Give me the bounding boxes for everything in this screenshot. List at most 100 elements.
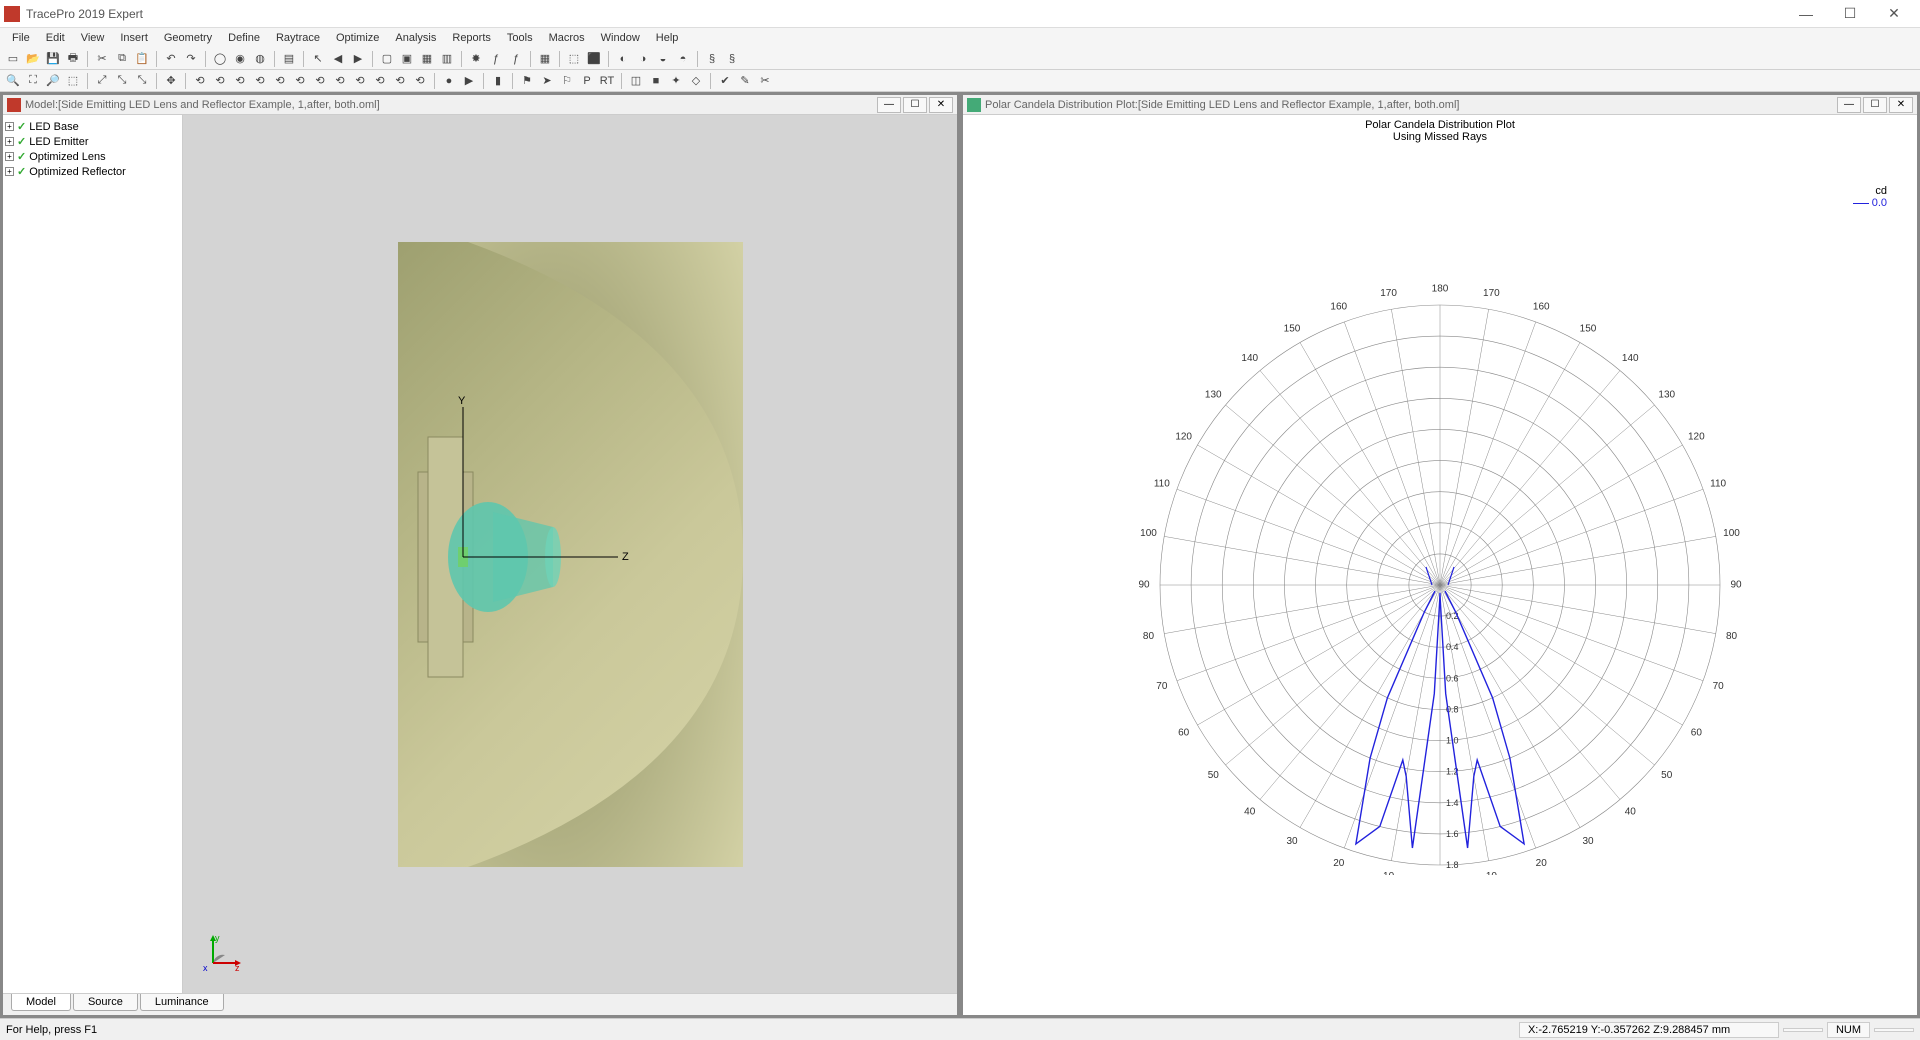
model-tree[interactable]: +✓LED Base+✓LED Emitter+✓Optimized Lens+… bbox=[3, 115, 183, 993]
tb-undo[interactable]: ↶ bbox=[162, 50, 180, 68]
tb-zoom-full[interactable]: ⛶ bbox=[24, 72, 42, 90]
expander-icon[interactable]: + bbox=[5, 137, 14, 146]
tb-flag-b[interactable]: ⚑ bbox=[518, 72, 536, 90]
plot-window-titlebar[interactable]: Polar Candela Distribution Plot:[Side Em… bbox=[963, 95, 1917, 115]
tb-s2[interactable]: ⬛ bbox=[585, 50, 603, 68]
menu-analysis[interactable]: Analysis bbox=[387, 30, 444, 46]
tb-star[interactable]: ✦ bbox=[667, 72, 685, 90]
tb-circle1[interactable]: ◯ bbox=[211, 50, 229, 68]
expander-icon[interactable]: + bbox=[5, 122, 14, 131]
menu-tools[interactable]: Tools bbox=[499, 30, 541, 46]
tb-flag-o[interactable]: ⚐ bbox=[558, 72, 576, 90]
tb-g1[interactable]: ◐ bbox=[614, 50, 632, 68]
plot-body[interactable]: Polar Candela Distribution Plot Using Mi… bbox=[963, 115, 1917, 1015]
tb-axis8[interactable]: ⟲ bbox=[391, 72, 409, 90]
tb-axis-yz[interactable]: ⟲ bbox=[211, 72, 229, 90]
tb-zoom-out[interactable]: 🔎 bbox=[44, 72, 62, 90]
tb-pointer[interactable]: ↖ bbox=[309, 50, 327, 68]
tb-zoom2[interactable]: ⤡ bbox=[113, 72, 131, 90]
tb-axis9[interactable]: ⟲ bbox=[411, 72, 429, 90]
tb-win4[interactable]: ▥ bbox=[438, 50, 456, 68]
tb-win2[interactable]: ▣ bbox=[398, 50, 416, 68]
menu-view[interactable]: View bbox=[73, 30, 113, 46]
tb-bar[interactable]: ▮ bbox=[489, 72, 507, 90]
menu-edit[interactable]: Edit bbox=[38, 30, 73, 46]
tb-win1[interactable]: ▢ bbox=[378, 50, 396, 68]
menu-optimize[interactable]: Optimize bbox=[328, 30, 387, 46]
tb-P[interactable]: P bbox=[578, 72, 596, 90]
tb-fx1[interactable]: ƒ bbox=[487, 50, 505, 68]
tb-axis-xy[interactable]: ⟲ bbox=[191, 72, 209, 90]
tb-circle2[interactable]: ◉ bbox=[231, 50, 249, 68]
tb-nav-left[interactable]: ◀ bbox=[329, 50, 347, 68]
model-close-button[interactable]: ✕ bbox=[929, 97, 953, 113]
menu-file[interactable]: File bbox=[4, 30, 38, 46]
menu-reports[interactable]: Reports bbox=[444, 30, 499, 46]
viewport-3d[interactable]: Y Z y z x bbox=[183, 115, 957, 993]
tb-paste[interactable]: 📋 bbox=[133, 50, 151, 68]
tb-win3[interactable]: ▦ bbox=[418, 50, 436, 68]
tb-axis2[interactable]: ⟲ bbox=[271, 72, 289, 90]
menu-geometry[interactable]: Geometry bbox=[156, 30, 220, 46]
tb-diamond[interactable]: ◇ bbox=[687, 72, 705, 90]
tree-item-optimized-reflector[interactable]: +✓Optimized Reflector bbox=[5, 164, 180, 179]
model-window-titlebar[interactable]: Model:[Side Emitting LED Lens and Reflec… bbox=[3, 95, 957, 115]
tb-print[interactable]: 🖶 bbox=[64, 50, 82, 68]
tb-zoom-win[interactable]: ⬚ bbox=[64, 72, 82, 90]
tree-item-optimized-lens[interactable]: +✓Optimized Lens bbox=[5, 149, 180, 164]
model-maximize-button[interactable]: ☐ bbox=[903, 97, 927, 113]
tb-g3[interactable]: ◒ bbox=[654, 50, 672, 68]
tb-nav-right[interactable]: ▶ bbox=[349, 50, 367, 68]
menu-raytrace[interactable]: Raytrace bbox=[268, 30, 328, 46]
tb-redo[interactable]: ↷ bbox=[182, 50, 200, 68]
tb-axis6[interactable]: ⟲ bbox=[351, 72, 369, 90]
expander-icon[interactable]: + bbox=[5, 167, 14, 176]
tb-dot-g[interactable]: ● bbox=[440, 72, 458, 90]
plot-close-button[interactable]: ✕ bbox=[1889, 97, 1913, 113]
tb-arrow-r[interactable]: ▶ bbox=[460, 72, 478, 90]
close-button[interactable]: ✕ bbox=[1872, 0, 1916, 28]
tb-arrow-c[interactable]: ➤ bbox=[538, 72, 556, 90]
menu-macros[interactable]: Macros bbox=[541, 30, 593, 46]
tab-luminance[interactable]: Luminance bbox=[140, 994, 224, 1011]
tb-fx2[interactable]: ƒ bbox=[507, 50, 525, 68]
tb-axis1[interactable]: ⟲ bbox=[251, 72, 269, 90]
tab-source[interactable]: Source bbox=[73, 994, 138, 1011]
tb-g2[interactable]: ◑ bbox=[634, 50, 652, 68]
tb-move[interactable]: ✥ bbox=[162, 72, 180, 90]
plot-maximize-button[interactable]: ☐ bbox=[1863, 97, 1887, 113]
tb-circle3[interactable]: ◍ bbox=[251, 50, 269, 68]
plot-minimize-button[interactable]: — bbox=[1837, 97, 1861, 113]
menu-window[interactable]: Window bbox=[593, 30, 648, 46]
tb-check[interactable]: ✔ bbox=[716, 72, 734, 90]
menu-define[interactable]: Define bbox=[220, 30, 268, 46]
tb-cube[interactable]: ◫ bbox=[627, 72, 645, 90]
expander-icon[interactable]: + bbox=[5, 152, 14, 161]
tb-axis4[interactable]: ⟲ bbox=[311, 72, 329, 90]
tb-zoom-in[interactable]: 🔍 bbox=[4, 72, 22, 90]
tb-axis7[interactable]: ⟲ bbox=[371, 72, 389, 90]
tb-scissors[interactable]: ✂ bbox=[756, 72, 774, 90]
tb-burst[interactable]: ✸ bbox=[467, 50, 485, 68]
tb-RT[interactable]: RT bbox=[598, 72, 616, 90]
tb-new[interactable]: ▭ bbox=[4, 50, 22, 68]
tb-open[interactable]: 📂 bbox=[24, 50, 42, 68]
tb-copy[interactable]: ⧉ bbox=[113, 50, 131, 68]
tb-zoom1[interactable]: ⤢ bbox=[93, 72, 111, 90]
tb-axis3[interactable]: ⟲ bbox=[291, 72, 309, 90]
tree-item-led-emitter[interactable]: +✓LED Emitter bbox=[5, 134, 180, 149]
tab-model[interactable]: Model bbox=[11, 994, 71, 1011]
tb-g4[interactable]: ◓ bbox=[674, 50, 692, 68]
tb-cut[interactable]: ✂ bbox=[93, 50, 111, 68]
tb-axis5[interactable]: ⟲ bbox=[331, 72, 349, 90]
tb-sat2[interactable]: § bbox=[723, 50, 741, 68]
tb-grid[interactable]: ▦ bbox=[536, 50, 554, 68]
menu-insert[interactable]: Insert bbox=[112, 30, 156, 46]
tb-s1[interactable]: ⬚ bbox=[565, 50, 583, 68]
model-minimize-button[interactable]: — bbox=[877, 97, 901, 113]
menu-help[interactable]: Help bbox=[648, 30, 687, 46]
maximize-button[interactable]: ☐ bbox=[1828, 0, 1872, 28]
tb-chart[interactable]: ▤ bbox=[280, 50, 298, 68]
tb-sat1[interactable]: § bbox=[703, 50, 721, 68]
tb-pencil[interactable]: ✎ bbox=[736, 72, 754, 90]
